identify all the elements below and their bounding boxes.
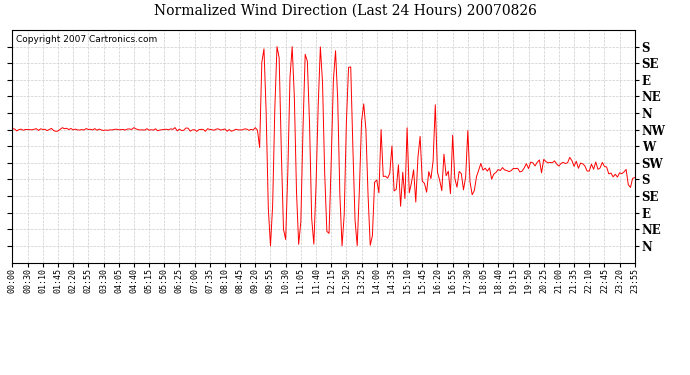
Text: Normalized Wind Direction (Last 24 Hours) 20070826: Normalized Wind Direction (Last 24 Hours… <box>154 4 536 18</box>
Text: Copyright 2007 Cartronics.com: Copyright 2007 Cartronics.com <box>16 34 157 44</box>
